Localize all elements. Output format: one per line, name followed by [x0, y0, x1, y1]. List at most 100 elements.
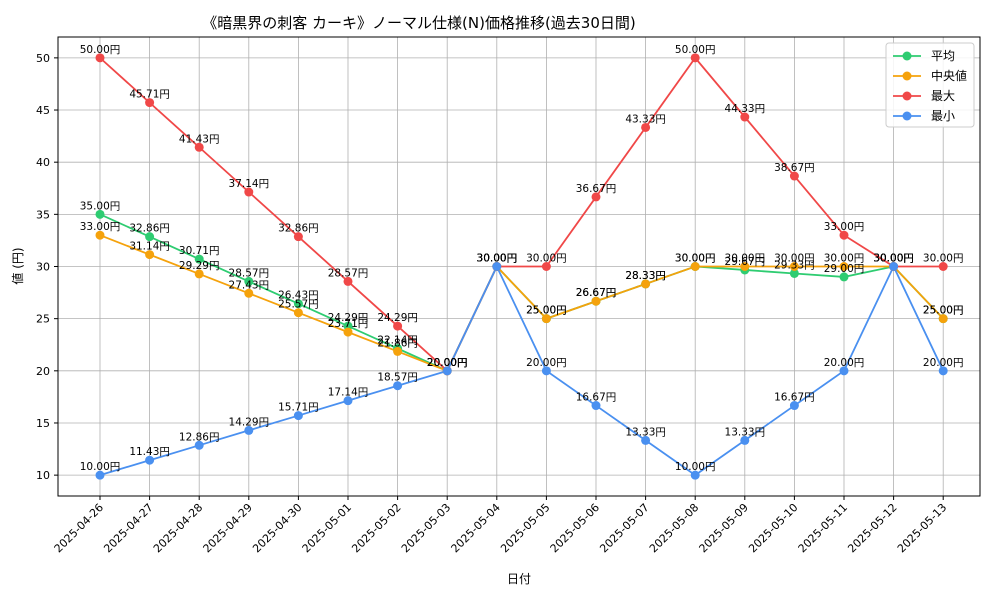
- data-label: 33.00円: [824, 221, 865, 233]
- x-tick-label: 2025-04-30: [250, 501, 304, 555]
- legend-label: 平均: [931, 49, 955, 63]
- data-label: 20.00円: [427, 357, 468, 369]
- data-label: 20.00円: [427, 357, 468, 369]
- y-tick-label: 20: [36, 365, 50, 378]
- data-label: 30.00円: [873, 253, 914, 265]
- data-point: [293, 232, 303, 242]
- data-label: 29.29円: [179, 260, 220, 272]
- x-tick-label: 2025-05-10: [746, 501, 800, 555]
- x-tick-label: 2025-05-08: [647, 501, 701, 555]
- x-tick-label: 2025-04-29: [201, 501, 255, 555]
- data-point: [541, 314, 551, 324]
- data-point: [690, 470, 700, 480]
- x-tick-label: 2025-05-05: [498, 501, 552, 555]
- data-point: [740, 262, 750, 271]
- data-label: 26.67円: [576, 287, 617, 299]
- y-tick-label: 45: [36, 104, 50, 117]
- legend-marker: [902, 91, 912, 101]
- x-axis: 2025-04-262025-04-272025-04-282025-04-29…: [52, 496, 949, 555]
- data-point: [95, 209, 105, 219]
- data-label: 20.00円: [526, 357, 567, 369]
- data-label: 28.33円: [625, 270, 666, 282]
- data-label: 14.29円: [229, 416, 270, 428]
- data-point: [244, 288, 254, 298]
- data-label: 36.67円: [576, 183, 617, 195]
- data-label: 25.00円: [923, 305, 964, 317]
- data-label: 30.00円: [725, 253, 766, 265]
- data-label: 20.00円: [427, 357, 468, 369]
- data-point: [591, 296, 601, 306]
- data-point: [194, 142, 204, 152]
- data-labels: 35.00円 32.86円 30.71円 28.57円 26.43円 24.29円 22.1…: [80, 44, 964, 473]
- data-point: [591, 401, 601, 411]
- data-label: 30.00円: [873, 253, 914, 265]
- data-label: 16.67円: [576, 392, 617, 404]
- data-label: 18.57円: [377, 372, 418, 384]
- data-point: [393, 381, 403, 391]
- x-tick-label: 2025-05-01: [300, 501, 354, 555]
- legend-marker: [902, 51, 912, 61]
- data-label: 24.29円: [328, 312, 369, 324]
- x-tick-label: 2025-05-02: [349, 501, 403, 555]
- data-label: 24.29円: [377, 312, 418, 324]
- data-label: 21.86円: [377, 337, 418, 349]
- data-label: 16.67円: [774, 392, 815, 404]
- data-label: 12.86円: [179, 431, 220, 443]
- series-lines: [99, 56, 945, 477]
- data-point: [194, 269, 204, 279]
- data-label: 25.00円: [526, 305, 567, 317]
- data-label: 22.14円: [377, 334, 418, 346]
- data-label: 29.67円: [725, 256, 766, 268]
- data-point: [145, 98, 155, 108]
- data-point: [641, 435, 651, 445]
- data-point: [293, 308, 303, 318]
- data-label: 28.57円: [328, 267, 369, 279]
- data-label: 50.00円: [675, 44, 716, 56]
- data-point: [393, 321, 403, 331]
- data-point: [95, 53, 105, 63]
- data-label: 26.67円: [576, 287, 617, 299]
- data-point: [492, 262, 502, 271]
- series-line: [99, 264, 945, 477]
- legend-label: 最小: [931, 109, 955, 123]
- data-label: 20.00円: [427, 357, 468, 369]
- data-point: [641, 279, 651, 289]
- data-point: [641, 122, 651, 132]
- data-label: 13.33円: [625, 426, 666, 438]
- data-point: [343, 396, 353, 406]
- data-label: 15.71円: [278, 402, 319, 414]
- data-label: 30.00円: [526, 253, 567, 265]
- data-point: [244, 276, 254, 286]
- data-point: [591, 192, 601, 202]
- data-point: [145, 455, 155, 465]
- data-label: 37.14円: [229, 178, 270, 190]
- data-point: [95, 230, 105, 240]
- data-label: 44.33円: [725, 103, 766, 115]
- data-label: 20.00円: [824, 357, 865, 369]
- data-point: [690, 53, 700, 63]
- data-label: 29.00円: [824, 263, 865, 275]
- data-point: [442, 366, 452, 376]
- y-tick-label: 50: [36, 52, 50, 65]
- data-point: [839, 366, 849, 376]
- data-label: 25.57円: [278, 299, 319, 311]
- data-label: 31.14円: [129, 241, 170, 253]
- y-axis-label: 値 (円): [10, 247, 25, 284]
- x-axis-label: 日付: [507, 572, 531, 586]
- data-label: 32.86円: [129, 223, 170, 235]
- data-label: 23.71円: [328, 318, 369, 330]
- chart-title: 《暗黒界の刺客 カーキ》ノーマル仕様(N)価格推移(過去30日間): [202, 14, 636, 32]
- data-label: 30.00円: [873, 253, 914, 265]
- data-label: 32.86円: [278, 223, 319, 235]
- x-tick-label: 2025-05-07: [597, 501, 651, 555]
- data-label: 17.14円: [328, 387, 369, 399]
- series-points: [95, 53, 948, 480]
- data-label: 41.43円: [179, 133, 220, 145]
- y-tick-label: 40: [36, 156, 50, 169]
- y-tick-label: 35: [36, 208, 50, 221]
- x-tick-label: 2025-05-09: [697, 501, 751, 555]
- data-point: [789, 262, 799, 271]
- x-tick-label: 2025-04-27: [101, 501, 155, 555]
- data-label: 30.00円: [824, 253, 865, 265]
